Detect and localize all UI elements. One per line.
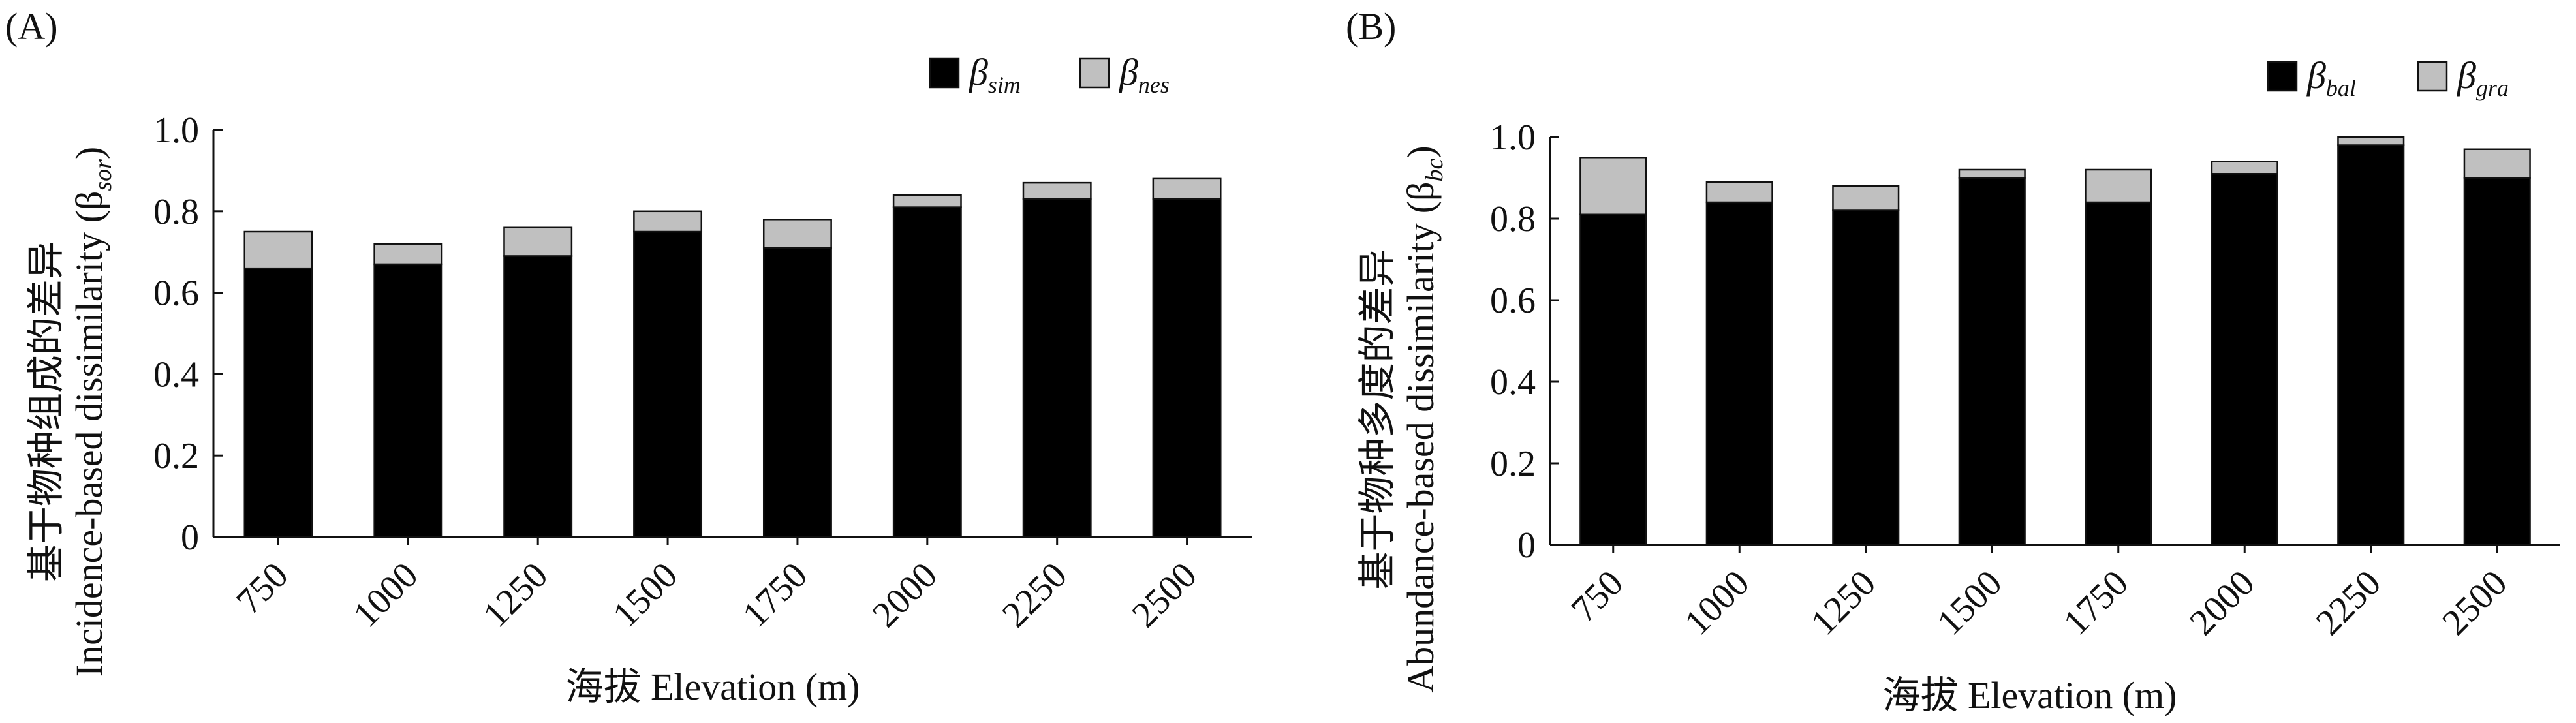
y-tick-label: 0.6 — [1490, 281, 1536, 321]
legend-label-sim: βsim — [969, 51, 1021, 98]
bar-gra-2000 — [2211, 161, 2278, 175]
bar-sim-1750 — [762, 247, 832, 538]
y-tick-label: 1.0 — [1490, 117, 1536, 158]
x-tick-label: 1750 — [735, 555, 815, 635]
bar-bal-2500 — [2463, 177, 2531, 546]
y-tick-label: 0.6 — [153, 273, 199, 314]
y-axis-title-en: Incidence-based dissimilarity (βsor) — [68, 147, 117, 677]
y-tick-label: 0.8 — [1490, 199, 1536, 239]
y-tick-label: 0 — [181, 517, 199, 558]
y-tick-label: 0.2 — [153, 436, 199, 476]
x-tick-label: 750 — [228, 555, 296, 622]
legend-label-bal: βbal — [2306, 54, 2356, 101]
y-tick-label: 1.0 — [153, 110, 199, 151]
bar-gra-2500 — [2463, 148, 2531, 179]
y-tick-label: 0.4 — [1490, 362, 1536, 403]
y-tick-label: 0 — [1517, 525, 1536, 566]
x-tick-label: 2500 — [2434, 562, 2515, 643]
bar-sim-1500 — [633, 230, 703, 538]
x-tick-label: 2000 — [865, 555, 945, 635]
y-axis-title: 基于物种多度的差异 Abundance-based dissimilarity (… — [1356, 146, 1448, 693]
bar-gra-1250 — [1832, 185, 1900, 211]
bar-nes-2500 — [1152, 177, 1222, 200]
y-tick-label: 0.4 — [153, 354, 199, 395]
bar-nes-1000 — [373, 243, 443, 266]
x-axis-title: 海拔 Elevation (m) — [565, 666, 860, 708]
bar-nes-750 — [243, 230, 313, 269]
x-tick-label: 1000 — [345, 555, 426, 635]
x-tick-label: 750 — [1564, 562, 1631, 630]
bar-gra-2250 — [2337, 136, 2405, 146]
x-tick-label: 1250 — [475, 555, 555, 635]
bar-nes-1750 — [762, 219, 832, 249]
y-tick-label: 0.2 — [1490, 444, 1536, 484]
legend-label-gra: βgra — [2457, 54, 2509, 101]
bar-bal-1000 — [1705, 201, 1773, 546]
x-tick-label: 2250 — [2308, 562, 2389, 643]
legend-label-nes: βnes — [1119, 51, 1170, 98]
legend-swatch-bal — [2267, 61, 2298, 92]
x-tick-label: 1250 — [1803, 562, 1884, 643]
y-axis-title-zh: 基于物种多度的差异 — [1356, 249, 1399, 589]
legend-swatch-nes — [1079, 57, 1110, 89]
chart-panel-a: (A) 0 0.2 0.4 0.6 0.8 1.0 750 1000 1250 1500 1750 20… — [5, 5, 1252, 708]
bar-sim-1000 — [373, 263, 443, 538]
y-axis-title: 基于物种组成的差异 Incidence-based dissimilarity (… — [25, 147, 117, 677]
bar-sim-2500 — [1152, 198, 1222, 538]
bar-bal-2250 — [2337, 144, 2405, 546]
x-tick-label: 1000 — [1677, 562, 1757, 643]
legend: βsim βnes — [929, 51, 1170, 98]
bar-nes-2000 — [892, 194, 962, 208]
x-tick-label: 2500 — [1125, 555, 1205, 635]
x-tick-label: 1750 — [2056, 562, 2136, 643]
x-tick-label: 2000 — [2182, 562, 2262, 643]
x-axis-title: 海拔 Elevation (m) — [1882, 674, 2177, 716]
bar-gra-1750 — [2085, 168, 2152, 204]
y-axis-title-en: Abundance-based dissimilarity (βbc) — [1399, 146, 1448, 693]
legend-swatch-sim — [929, 57, 960, 89]
panel-label: (B) — [1346, 5, 1396, 48]
bar-sim-1250 — [503, 255, 573, 538]
bar-bal-2000 — [2211, 173, 2278, 546]
chart-panel-b: (B) 0 0.2 0.4 0.6 0.8 1.0 750 1000 1250 1500 1750 20… — [1346, 5, 2560, 716]
x-tick-label: 1500 — [605, 555, 685, 635]
x-tick-label: 1500 — [1929, 562, 2010, 643]
bar-bal-1500 — [1958, 177, 2026, 546]
y-axis-title-zh: 基于物种组成的差异 — [25, 241, 67, 582]
bar-sim-750 — [243, 267, 313, 538]
legend: βbal βgra — [2267, 54, 2509, 101]
bar-gra-1000 — [1705, 181, 1773, 204]
bar-nes-1250 — [503, 226, 573, 257]
bar-sim-2000 — [892, 206, 962, 538]
legend-swatch-gra — [2417, 61, 2448, 92]
bar-bal-750 — [1579, 213, 1647, 546]
bar-gra-750 — [1579, 157, 1647, 215]
panel-label: (A) — [5, 5, 58, 48]
x-tick-label: 2250 — [995, 555, 1075, 635]
bar-nes-1500 — [633, 210, 703, 233]
bar-bal-1250 — [1832, 209, 1900, 546]
bar-sim-2250 — [1022, 198, 1092, 538]
y-tick-label: 0.8 — [153, 192, 199, 232]
bar-nes-2250 — [1022, 181, 1092, 200]
bar-bal-1750 — [2085, 201, 2152, 546]
bar-gra-1500 — [1958, 168, 2026, 179]
